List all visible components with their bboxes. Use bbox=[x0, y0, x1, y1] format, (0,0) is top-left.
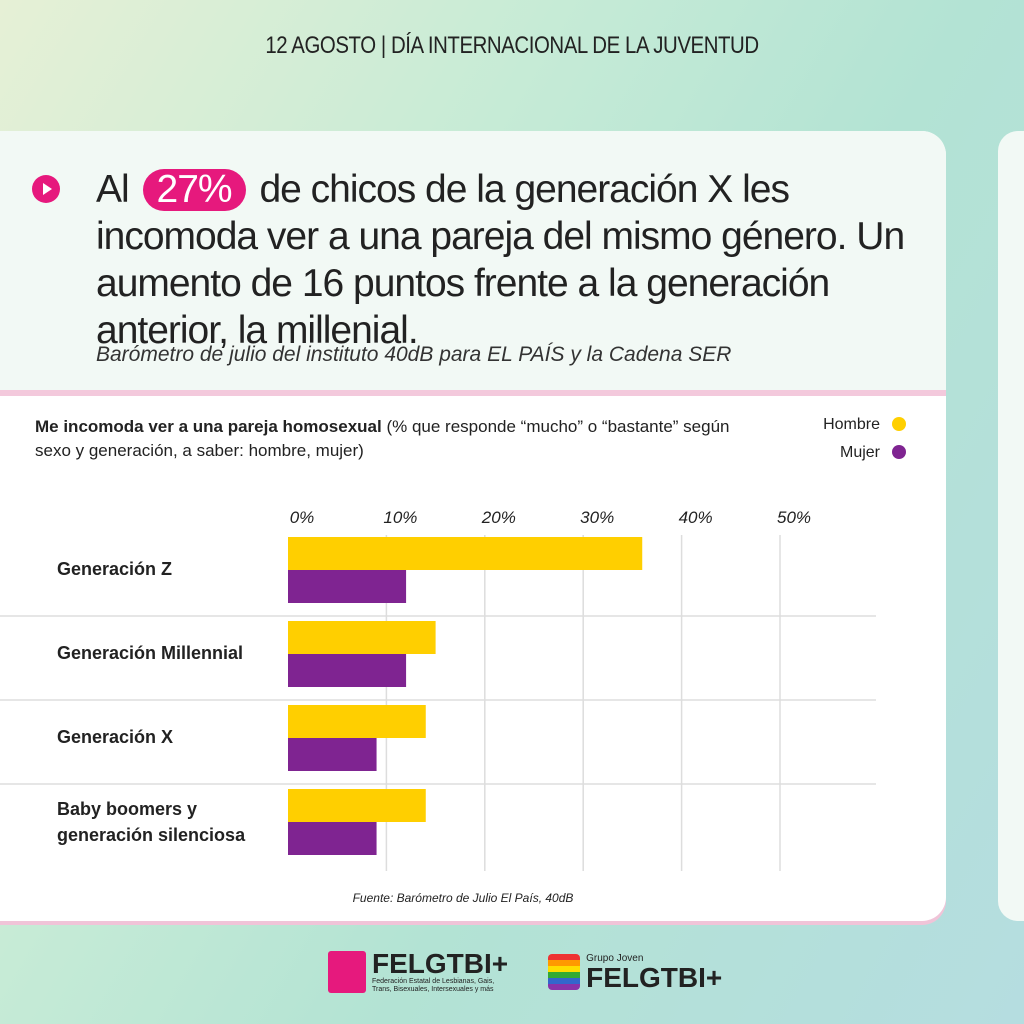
card-header: Al 27% de chicos de la generación X les … bbox=[0, 131, 946, 396]
category-label: Generación X bbox=[57, 727, 173, 747]
category-label: Generación Millennial bbox=[57, 643, 243, 663]
logo-text: FELGTBI+ bbox=[372, 948, 509, 979]
category-label: Baby boomers y generación silenciosa bbox=[57, 799, 246, 845]
x-tick-label: 40% bbox=[679, 508, 713, 527]
felgtbi-logo: FELGTBI+ Federación Estatal de Lesbianas,… bbox=[328, 950, 508, 994]
felgtbi-symbol-icon bbox=[328, 951, 366, 993]
subtitle: Barómetro de julio del instituto 40dB pa… bbox=[96, 343, 732, 366]
bar-chart: 0% 10% 20% 30% 40% 50% Generación Z Generación … bbox=[0, 508, 876, 871]
rainbow-icon bbox=[548, 954, 581, 990]
x-tick-label: 20% bbox=[481, 508, 516, 527]
main-card: Al 27% de chicos de la generación X les … bbox=[0, 131, 946, 921]
bar-hombre bbox=[288, 621, 436, 654]
bar-hombre bbox=[288, 537, 643, 570]
headline: Al 27% de chicos de la generación X les … bbox=[96, 166, 926, 354]
source-note: Fuente: Barómetro de Julio El País, 40dB bbox=[352, 891, 574, 905]
bar-mujer bbox=[288, 822, 377, 855]
bar-mujer bbox=[288, 654, 407, 687]
header-date: 12 AGOSTO | DÍA INTERNACIONAL DE LA JUVE… bbox=[265, 32, 759, 59]
bar-hombre bbox=[288, 789, 426, 822]
logo-text: FELGTBI+ bbox=[586, 961, 723, 993]
grupo-joven-logo: Grupo Joven FELGTBI+ bbox=[548, 953, 722, 992]
legend-hombre: Hombre bbox=[823, 411, 906, 439]
x-tick-label: 10% bbox=[383, 508, 417, 527]
legend-label: Mujer bbox=[839, 444, 880, 461]
logos: FELGTBI+ Federación Estatal de Lesbianas,… bbox=[328, 950, 722, 994]
chart-title-note: (% que responde “mucho” o “bastante” seg… bbox=[35, 417, 730, 460]
chart-title-main: Me incomoda ver a una pareja homosexual bbox=[35, 417, 382, 436]
bar-mujer bbox=[288, 738, 377, 771]
chart-title: Me incomoda ver a una pareja homosexual … bbox=[35, 415, 735, 463]
legend-swatch bbox=[892, 445, 906, 459]
x-tick-label: 0% bbox=[290, 508, 315, 527]
bar-hombre bbox=[288, 705, 426, 738]
category-label: Generación Z bbox=[57, 559, 172, 579]
next-card-peek bbox=[998, 131, 1024, 921]
logo-subtext: Federación Estatal de Lesbianas, Gais, T… bbox=[372, 978, 495, 993]
legend-mujer: Mujer bbox=[823, 439, 906, 467]
play-icon bbox=[32, 175, 60, 203]
headline-post: de chicos de la generación X les incomod… bbox=[96, 168, 905, 352]
x-tick-label: 30% bbox=[580, 508, 614, 527]
legend: Hombre Mujer bbox=[823, 411, 906, 467]
headline-pre: Al bbox=[96, 168, 130, 211]
x-tick-label: 50% bbox=[777, 508, 811, 527]
legend-swatch bbox=[892, 417, 906, 431]
highlight-badge: 27% bbox=[142, 169, 246, 211]
bar-mujer bbox=[288, 570, 407, 603]
legend-label: Hombre bbox=[823, 416, 880, 433]
logo-pre: Grupo Joven bbox=[586, 952, 644, 964]
